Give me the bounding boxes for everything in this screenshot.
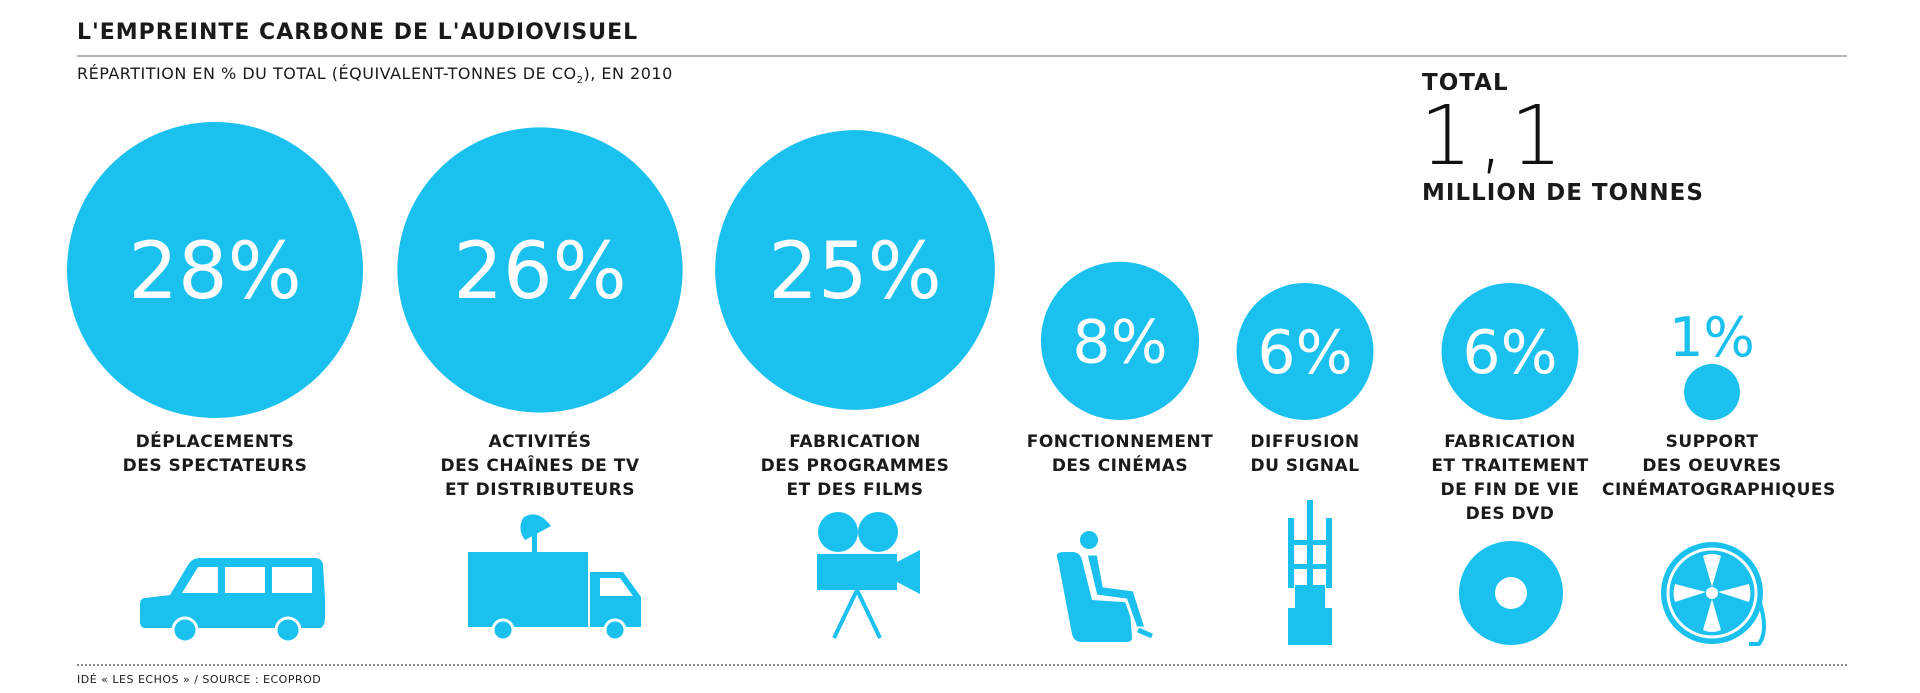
category-label-4: FONCTIONNEMENT DES CINÉMAS — [1026, 432, 1214, 476]
bubble-value-label-2: 26% — [453, 227, 626, 317]
title-rule — [77, 55, 1847, 57]
category-label-2: ACTIVITÉS DES CHAÎNES DE TV ET DISTRIBUTEU… — [440, 432, 640, 500]
total-value: 1,1 — [1420, 89, 1569, 184]
category-label-5: DIFFUSION DU SIGNAL — [1250, 432, 1360, 476]
category-label-6: FABRICATION ET TRAITEMENT DE FIN DE VIE DES… — [1431, 432, 1589, 524]
film-camera-icon — [817, 512, 920, 639]
category-label-7: SUPPORT DES OEUVRES CINÉMATOGRAPHIQUES — [1602, 432, 1836, 500]
film-reel-icon — [1661, 542, 1766, 646]
total-unit: MILLION DE TONNES — [1422, 180, 1704, 206]
bubble-value-label-6: 6% — [1462, 318, 1557, 388]
bubble-4 — [1040, 261, 1200, 421]
bubble-2 — [397, 127, 683, 413]
dvd-icon — [1459, 541, 1563, 645]
car-icon — [140, 558, 325, 643]
bubble-3 — [715, 130, 995, 410]
total-label: TOTAL — [1422, 70, 1509, 96]
bubble-value-label-3: 25% — [768, 227, 941, 317]
category-label-1: DÉPLACEMENTS DES SPECTATEURS — [122, 432, 308, 476]
footer-rule — [77, 664, 1847, 666]
bubble-value-label-1: 28% — [128, 227, 301, 317]
chart-subtitle: RÉPARTITION EN % DU TOTAL (ÉQUIVALENT-TO… — [77, 64, 673, 87]
bubble-1 — [67, 122, 363, 418]
bubble-value-label-5: 6% — [1257, 318, 1352, 388]
bubble-value-label-4: 8% — [1072, 307, 1167, 377]
bubble-6 — [1441, 282, 1579, 420]
bubble-7 — [1684, 364, 1740, 421]
chart-title: L'EMPREINTE CARBONE DE L'AUDIOVISUEL — [77, 20, 639, 45]
source-note: IDÉ « LES ECHOS » / SOURCE : ECOPROD — [77, 673, 322, 686]
bubble-value-label-7: 1% — [1669, 306, 1755, 369]
category-label-3: FABRICATION DES PROGRAMMES ET DES FILMS — [760, 432, 950, 500]
broadcast-truck-icon — [468, 514, 641, 642]
antenna-tower-icon — [1288, 500, 1332, 645]
bubble-5 — [1236, 282, 1374, 420]
cinema-seat-icon — [1056, 531, 1153, 642]
